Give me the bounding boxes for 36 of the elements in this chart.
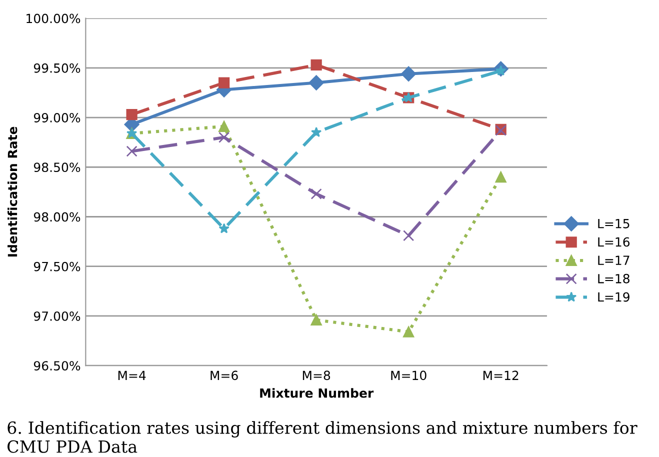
point xyxy=(126,146,138,157)
y-tick-label: 96.50% xyxy=(34,361,80,371)
point xyxy=(403,326,414,338)
legend-label: L=17 xyxy=(598,256,630,265)
point xyxy=(403,230,414,242)
y-tick-label: 97.50% xyxy=(34,262,80,272)
y-tick-label: 97.00% xyxy=(34,311,80,321)
point xyxy=(218,77,230,88)
point xyxy=(126,108,138,120)
point xyxy=(310,188,322,200)
legend-label: L=18 xyxy=(598,274,630,284)
point xyxy=(218,120,230,132)
text: 6. Identification rates using different dimensions and mixture numbers for CMU PDA Data xyxy=(8,421,638,453)
legend-label: L=16 xyxy=(598,237,630,247)
x-tick-label: M=8 xyxy=(302,370,330,380)
point xyxy=(311,126,322,138)
point xyxy=(218,132,230,143)
y-tick-label: 99.50% xyxy=(34,63,80,73)
point xyxy=(218,223,230,234)
y-tick-label: 98.50% xyxy=(34,162,80,172)
y-tick-label: 99.00% xyxy=(34,112,80,122)
x-tick-label: M=12 xyxy=(483,370,518,380)
x-tick-label: M=10 xyxy=(391,370,426,380)
point xyxy=(310,59,322,70)
y-axis-title: Identification Rate xyxy=(8,126,18,256)
x-axis-title: Mixture Number xyxy=(260,388,374,398)
point xyxy=(401,66,416,82)
y-tick-label: 100.00% xyxy=(26,14,80,24)
y-tick-label: 98.00% xyxy=(34,212,80,222)
point xyxy=(308,75,324,90)
x-tick-label: M=4 xyxy=(118,370,146,380)
point xyxy=(310,314,322,326)
legend-label: L=19 xyxy=(598,292,630,302)
legend-label: L=15 xyxy=(598,219,630,228)
x-tick-label: M=6 xyxy=(210,370,238,380)
point xyxy=(495,172,506,183)
